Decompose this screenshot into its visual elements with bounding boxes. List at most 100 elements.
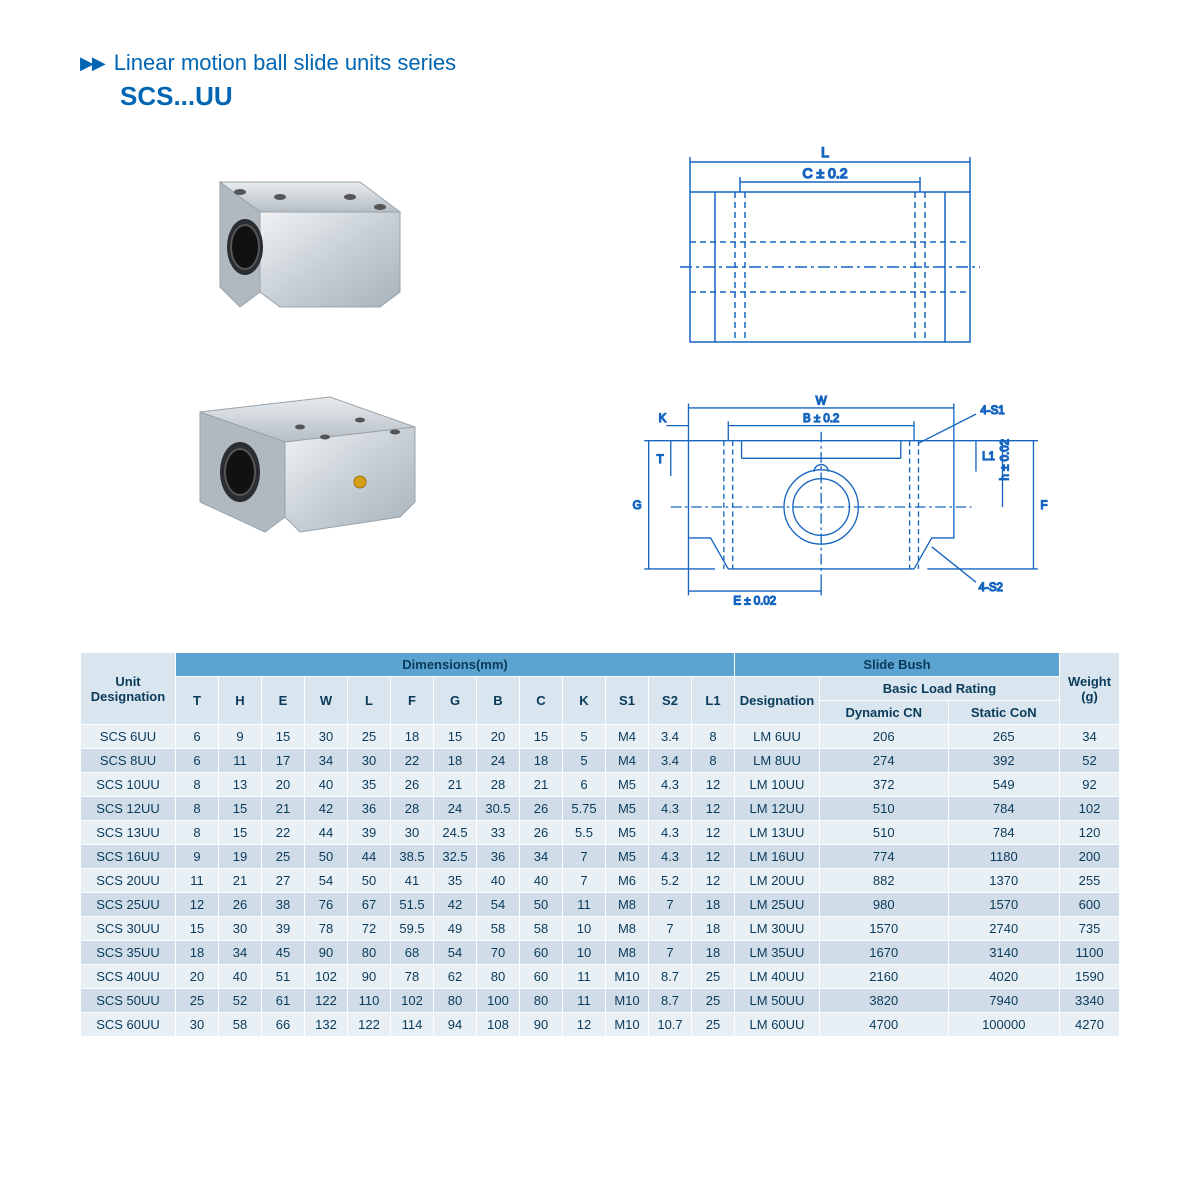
table-cell: 36 [348, 797, 391, 821]
drawing-front-view: W B ± 0.2 K 4-S1 [540, 392, 1120, 622]
table-cell: 1670 [820, 941, 949, 965]
th-dynamic: Dynamic CN [820, 701, 949, 725]
table-cell: 20 [477, 725, 520, 749]
th-W: W [305, 677, 348, 725]
table-cell: 132 [305, 1013, 348, 1037]
table-cell: 80 [348, 941, 391, 965]
table-cell: 80 [434, 989, 477, 1013]
table-cell: LM 25UU [735, 893, 820, 917]
table-cell: 120 [1060, 821, 1120, 845]
table-cell: 25 [692, 1013, 735, 1037]
table-cell: 15 [434, 725, 477, 749]
table-cell: 32.5 [434, 845, 477, 869]
table-row: SCS 20UU1121275450413540407M65.212LM 20U… [81, 869, 1120, 893]
table-cell: SCS 50UU [81, 989, 176, 1013]
table-cell: 80 [520, 989, 563, 1013]
table-cell: 30 [176, 1013, 219, 1037]
table-cell: M10 [606, 965, 649, 989]
table-cell: 1590 [1060, 965, 1120, 989]
table-cell: 78 [305, 917, 348, 941]
table-cell: 40 [520, 869, 563, 893]
table-cell: 8 [692, 749, 735, 773]
arrow-icon: ▶▶ [80, 53, 104, 74]
table-cell: 549 [948, 773, 1059, 797]
table-cell: 24 [477, 749, 520, 773]
table-cell: 26 [391, 773, 434, 797]
table-cell: 54 [477, 893, 520, 917]
table-cell: 7 [563, 869, 606, 893]
table-cell: 40 [219, 965, 262, 989]
table-cell: SCS 35UU [81, 941, 176, 965]
table-cell: 12 [692, 773, 735, 797]
th-F: F [391, 677, 434, 725]
th-G: G [434, 677, 477, 725]
table-cell: 18 [434, 749, 477, 773]
table-cell: 9 [219, 725, 262, 749]
table-cell: 94 [434, 1013, 477, 1037]
svg-text:4-S2: 4-S2 [979, 582, 1003, 594]
table-cell: M8 [606, 893, 649, 917]
th-L: L [348, 677, 391, 725]
table-cell: M5 [606, 773, 649, 797]
table-row: SCS 35UU18344590806854706010M8718LM 35UU… [81, 941, 1120, 965]
table-cell: 21 [434, 773, 477, 797]
table-cell: 35 [348, 773, 391, 797]
table-cell: LM 13UU [735, 821, 820, 845]
table-cell: 12 [692, 797, 735, 821]
table-row: SCS 50UU255261122110102801008011M108.725… [81, 989, 1120, 1013]
table-cell: 90 [348, 965, 391, 989]
table-cell: 5.2 [649, 869, 692, 893]
svg-text:L: L [821, 144, 829, 160]
table-cell: SCS 40UU [81, 965, 176, 989]
table-cell: 50 [520, 893, 563, 917]
table-cell: 18 [391, 725, 434, 749]
table-cell: 60 [520, 965, 563, 989]
table-cell: LM 60UU [735, 1013, 820, 1037]
table-cell: 18 [176, 941, 219, 965]
table-cell: 510 [820, 821, 949, 845]
table-cell: 784 [948, 821, 1059, 845]
table-cell: 274 [820, 749, 949, 773]
table-cell: 58 [219, 1013, 262, 1037]
table-cell: 20 [262, 773, 305, 797]
table-cell: 26 [520, 821, 563, 845]
spec-table-header: Unit Designation Dimensions(mm) Slide Bu… [81, 653, 1120, 725]
svg-text:E ± 0.02: E ± 0.02 [733, 595, 776, 607]
table-cell: 18 [520, 749, 563, 773]
table-cell: 4.3 [649, 797, 692, 821]
svg-text:W: W [816, 395, 827, 407]
table-cell: 78 [391, 965, 434, 989]
table-cell: 10 [563, 941, 606, 965]
table-cell: 13 [219, 773, 262, 797]
th-T: T [176, 677, 219, 725]
table-cell: 40 [477, 869, 520, 893]
table-cell: LM 40UU [735, 965, 820, 989]
table-cell: 44 [348, 845, 391, 869]
table-cell: 41 [391, 869, 434, 893]
spec-table-body: SCS 6UU69153025181520155M43.48LM 6UU2062… [81, 725, 1120, 1037]
table-cell: 12 [692, 869, 735, 893]
table-cell: 980 [820, 893, 949, 917]
table-cell: 17 [262, 749, 305, 773]
table-cell: 600 [1060, 893, 1120, 917]
svg-text:B ± 0.2: B ± 0.2 [803, 413, 839, 425]
table-cell: 100 [477, 989, 520, 1013]
table-cell: 5.75 [563, 797, 606, 821]
table-cell: 4.3 [649, 821, 692, 845]
table-cell: 3.4 [649, 725, 692, 749]
table-cell: LM 8UU [735, 749, 820, 773]
table-cell: 28 [477, 773, 520, 797]
table-cell: 1370 [948, 869, 1059, 893]
technical-drawings: L C ± 0.2 [540, 132, 1120, 622]
table-cell: 92 [1060, 773, 1120, 797]
table-cell: 102 [305, 965, 348, 989]
table-cell: 8.7 [649, 965, 692, 989]
table-cell: 42 [434, 893, 477, 917]
table-cell: 2740 [948, 917, 1059, 941]
svg-text:L1: L1 [982, 451, 995, 463]
table-cell: 18 [692, 917, 735, 941]
table-cell: 49 [434, 917, 477, 941]
table-cell: 12 [563, 1013, 606, 1037]
table-cell: LM 20UU [735, 869, 820, 893]
table-cell: 122 [305, 989, 348, 1013]
